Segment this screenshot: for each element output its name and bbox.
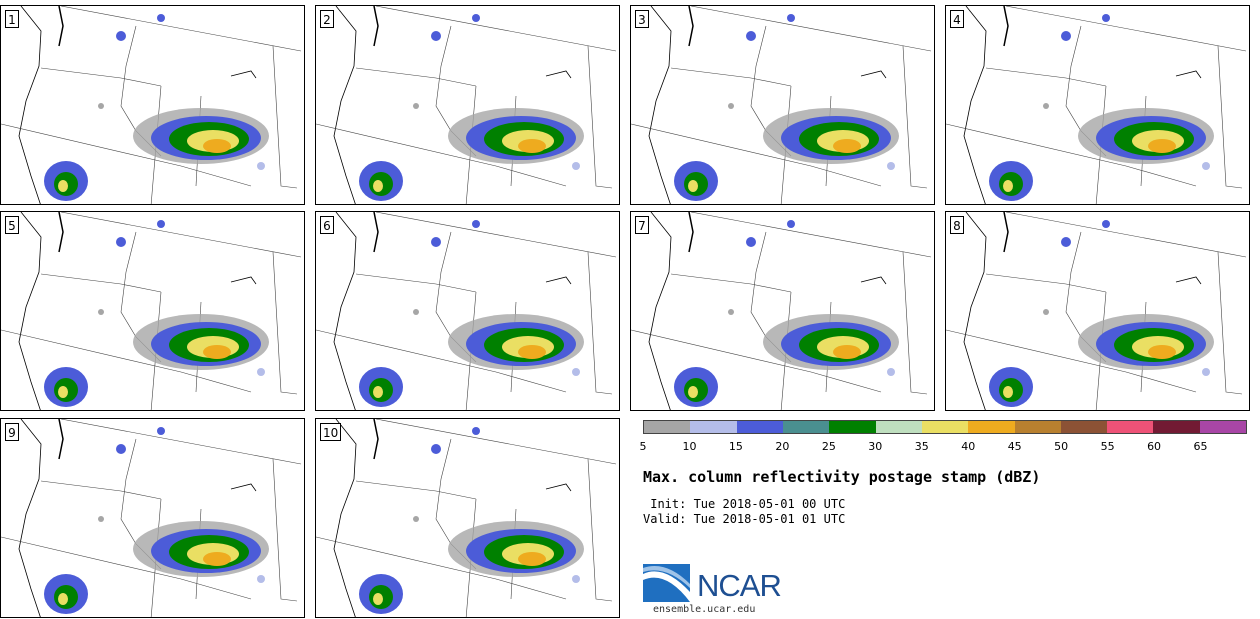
map-panel-6: 6 [315,211,620,411]
colorbar-tick-label: 45 [1007,440,1022,453]
colorbar-segment [1014,421,1061,433]
colorbar-segment [782,421,830,433]
reflectivity-map [631,212,932,410]
logo-text: NCAR [697,568,782,603]
map-panel-8: 8 [945,211,1250,411]
map-panel-9: 9 [0,418,305,618]
colorbar-segment [1107,421,1154,433]
map-panel-7: 7 [630,211,935,411]
panel-number: 8 [950,216,964,234]
colorbar-segment [829,421,876,433]
colorbar-segment [921,421,969,433]
map-panel-5: 5 [0,211,305,411]
colorbar-segment [736,421,783,433]
reflectivity-map [1,6,302,204]
colorbar-segment [1199,421,1247,433]
map-panel-4: 4 [945,5,1250,205]
reflectivity-map [316,419,617,617]
reflectivity-map [946,212,1247,410]
panel-number: 10 [320,423,342,441]
reflectivity-map [631,6,932,204]
panel-number: 2 [320,10,334,28]
colorbar-segment [1060,421,1108,433]
reflectivity-map [316,6,617,204]
map-panel-10: 10 [315,418,620,618]
colorbar-tick-label: 65 [1193,440,1208,453]
logo-url: ensemble.ucar.edu [653,604,756,615]
colorbar [643,420,1247,434]
colorbar-ticks: 5 10 15 20 25 30 35 40 45 50 55 60 65 [639,440,1247,454]
reflectivity-map [1,419,302,617]
colorbar-tick-label: 60 [1147,440,1162,453]
panel-number: 7 [635,216,649,234]
colorbar-segment [690,421,737,433]
panel-number: 9 [5,423,19,441]
colorbar-tick-label: 5 [639,440,647,453]
colorbar-tick-label: 55 [1100,440,1115,453]
colorbar-tick-label: 40 [961,440,976,453]
colorbar-tick-label: 30 [868,440,883,453]
colorbar-tick-label: 20 [775,440,790,453]
valid-time: Valid: Tue 2018-05-01 01 UTC [643,512,846,526]
panel-number: 1 [5,10,19,28]
reflectivity-map [946,6,1247,204]
reflectivity-map [316,212,617,410]
colorbar-segment [644,421,691,433]
ncar-logo-icon [643,564,690,602]
colorbar-tick-label: 15 [728,440,743,453]
colorbar-tick-label: 50 [1054,440,1069,453]
chart-title: Max. column reflectivity postage stamp (… [643,468,1041,486]
reflectivity-map [1,212,302,410]
colorbar-segment [875,421,922,433]
map-panel-3: 3 [630,5,935,205]
map-panel-2: 2 [315,5,620,205]
colorbar-tick-label: 10 [682,440,697,453]
map-panel-1: 1 [0,5,305,205]
panel-number: 3 [635,10,649,28]
colorbar-segment [1153,421,1200,433]
panel-number: 5 [5,216,19,234]
colorbar-tick-label: 35 [914,440,929,453]
panel-number: 6 [320,216,334,234]
panel-number: 4 [950,10,964,28]
init-time: Init: Tue 2018-05-01 00 UTC [643,497,846,511]
colorbar-segment [968,421,1015,433]
colorbar-tick-label: 25 [821,440,836,453]
